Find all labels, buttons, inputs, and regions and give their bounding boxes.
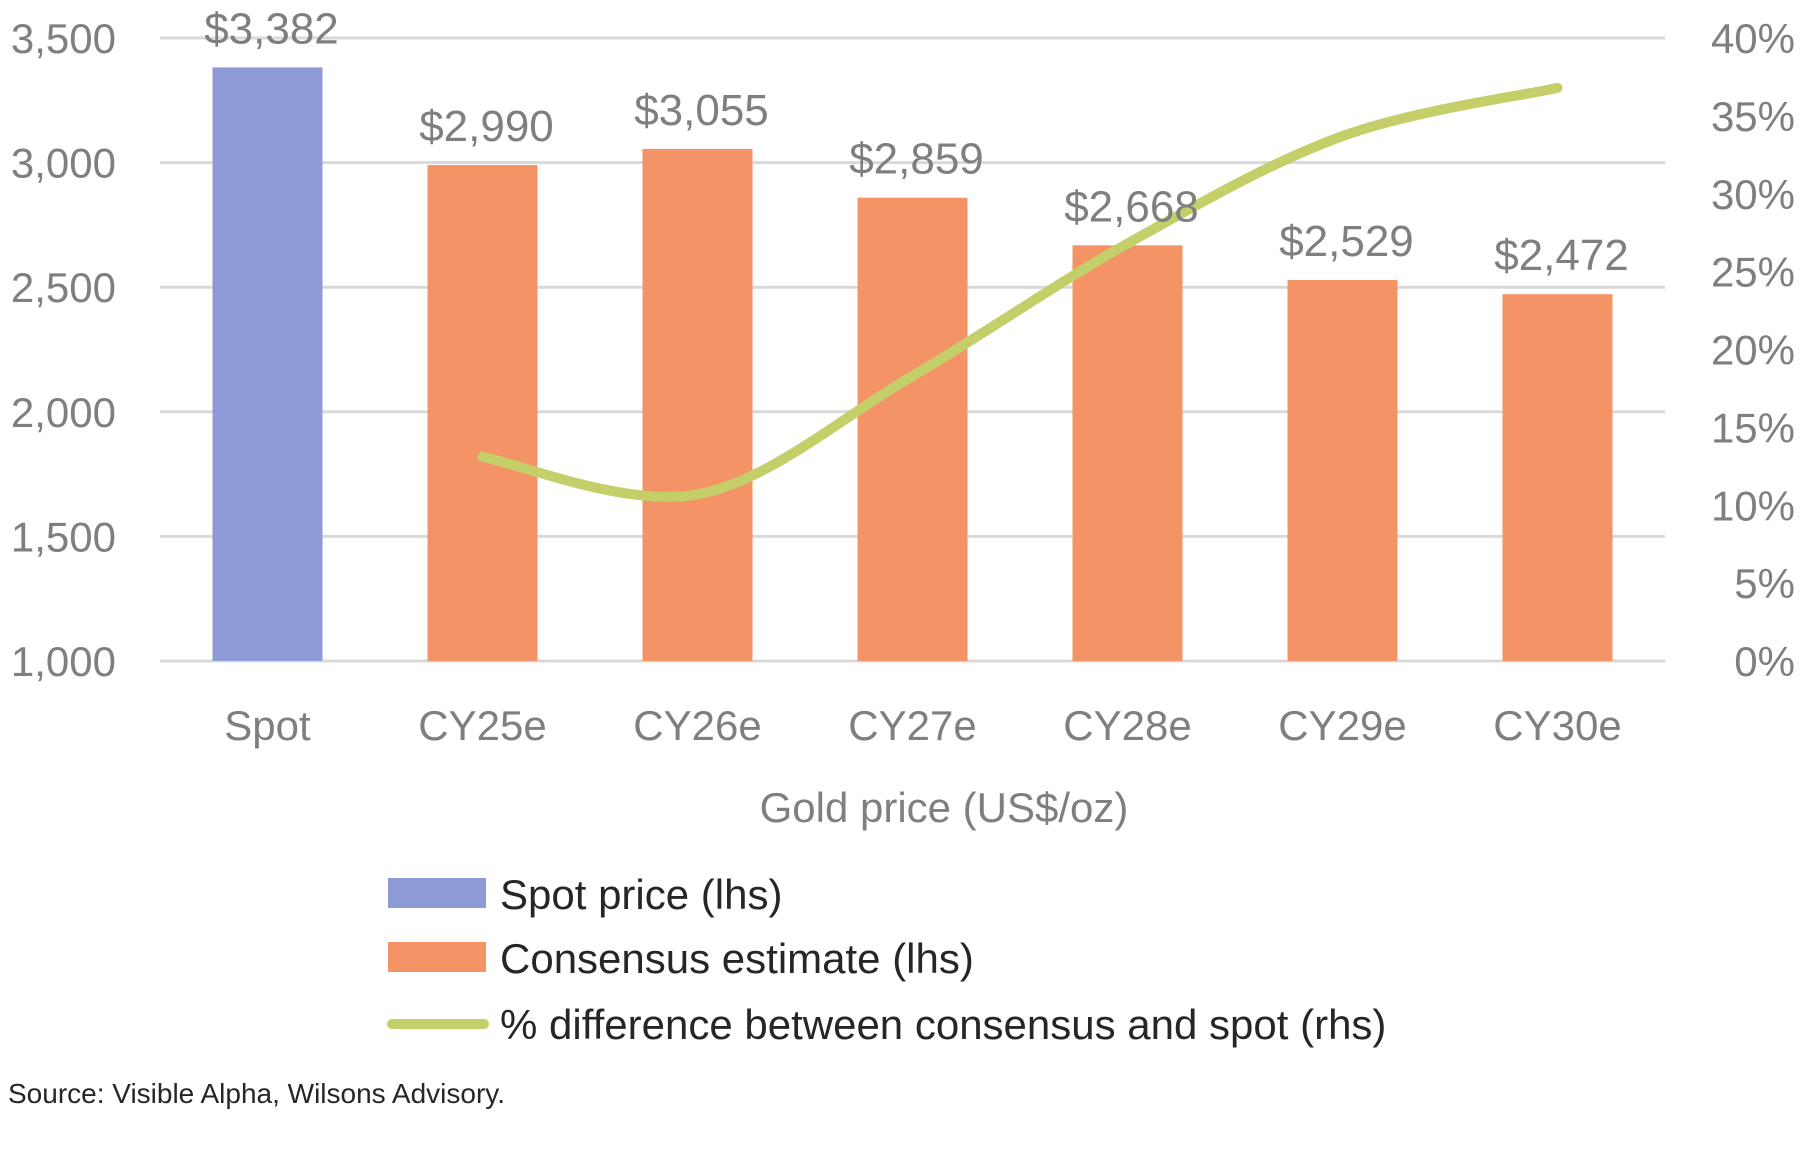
x-axis-title: Gold price (US$/oz): [760, 784, 1129, 831]
right-tick-label: 0%: [1734, 638, 1795, 685]
left-tick-label: 1,000: [11, 638, 116, 685]
legend-swatch: [388, 878, 486, 908]
bar-data-label: $2,668: [1064, 182, 1199, 231]
category-label: CY26e: [633, 702, 761, 749]
left-tick-label: 3,000: [11, 140, 116, 187]
bar-data-label: $2,472: [1494, 231, 1629, 280]
bar: [1287, 279, 1398, 661]
right-tick-label: 30%: [1711, 171, 1795, 218]
bar-data-label: $2,859: [849, 135, 984, 184]
bar-data-label: $3,382: [204, 4, 339, 53]
series-line: [477, 82, 1563, 502]
line-series: [477, 82, 1563, 502]
bar: [857, 197, 968, 662]
bar: [642, 148, 753, 662]
left-tick-label: 2,500: [11, 264, 116, 311]
right-tick-label: 25%: [1711, 249, 1795, 296]
x-axis-categories: Spot CY25e CY26e CY27e CY28e CY29e CY30e: [224, 702, 1621, 749]
bars: [212, 67, 1613, 662]
bar: [212, 67, 323, 662]
bar-data-label: $2,990: [419, 102, 554, 151]
right-tick-label: 10%: [1711, 482, 1795, 529]
legend: Spot price (lhs) Consensus estimate (lhs)…: [387, 871, 1386, 1048]
bar: [427, 165, 538, 662]
left-tick-label: 3,500: [11, 15, 116, 62]
category-label: CY30e: [1493, 702, 1621, 749]
legend-swatch: [388, 942, 486, 972]
legend-label: Spot price (lhs): [500, 871, 782, 918]
category-label: Spot: [224, 702, 311, 749]
category-label: CY27e: [848, 702, 976, 749]
bar-data-label: $3,055: [634, 86, 769, 135]
right-tick-label: 15%: [1711, 404, 1795, 451]
data-labels: $3,382 $2,990 $3,055 $2,859 $2,668 $2,529 $2,4…: [204, 4, 1629, 280]
bar: [1072, 245, 1183, 661]
legend-label: Consensus estimate (lhs): [500, 935, 974, 982]
category-label: CY28e: [1063, 702, 1191, 749]
left-tick-label: 1,500: [11, 513, 116, 560]
right-tick-label: 35%: [1711, 93, 1795, 140]
legend-label: % difference between consensus and spot …: [500, 1001, 1386, 1048]
source-note: Source: Visible Alpha, Wilsons Advisory.: [8, 1078, 505, 1109]
right-axis-ticks: 0% 5% 10% 15% 20% 25% 30% 35% 40%: [1711, 15, 1795, 685]
bar-data-label: $2,529: [1279, 217, 1414, 266]
right-tick-label: 20%: [1711, 327, 1795, 374]
bar: [1502, 294, 1613, 661]
left-axis-ticks: 1,000 1,500 2,000 2,500 3,000 3,500: [11, 15, 116, 685]
right-tick-label: 5%: [1734, 560, 1795, 607]
right-tick-label: 40%: [1711, 15, 1795, 62]
category-label: CY29e: [1278, 702, 1406, 749]
category-label: CY25e: [418, 702, 546, 749]
left-tick-label: 2,000: [11, 389, 116, 436]
